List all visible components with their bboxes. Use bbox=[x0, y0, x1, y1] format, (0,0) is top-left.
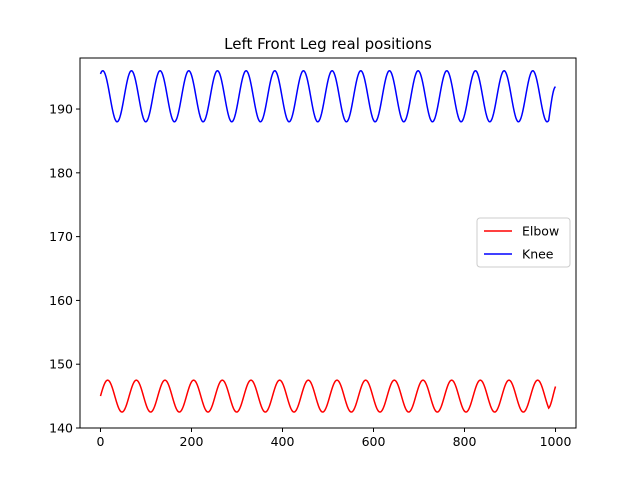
x-tick-label: 0 bbox=[97, 434, 105, 449]
plot-lines bbox=[99, 69, 557, 413]
y-tick-label: 170 bbox=[49, 229, 73, 244]
x-tick-label: 200 bbox=[180, 434, 204, 449]
legend: Elbow Knee bbox=[476, 217, 571, 268]
x-axis: 0 200 400 600 800 1000 bbox=[97, 428, 572, 449]
y-tick-label: 140 bbox=[49, 421, 73, 436]
x-tick-label: 400 bbox=[271, 434, 295, 449]
y-tick-label: 190 bbox=[49, 102, 73, 117]
chart-title: Left Front Leg real positions bbox=[224, 35, 432, 53]
series-line-knee bbox=[99, 69, 556, 123]
y-tick-label: 180 bbox=[49, 165, 73, 180]
x-tick-label: 1000 bbox=[540, 434, 572, 449]
x-tick-label: 600 bbox=[362, 434, 386, 449]
y-tick-label: 150 bbox=[49, 357, 73, 372]
plot-frame bbox=[79, 57, 577, 429]
y-tick-label: 160 bbox=[49, 293, 73, 308]
y-axis: 140 150 160 170 180 190 bbox=[49, 102, 80, 436]
legend-label-knee: Knee bbox=[522, 247, 554, 262]
x-tick-label: 800 bbox=[453, 434, 477, 449]
legend-label-elbow: Elbow bbox=[522, 224, 559, 239]
series-line-elbow bbox=[99, 379, 557, 413]
